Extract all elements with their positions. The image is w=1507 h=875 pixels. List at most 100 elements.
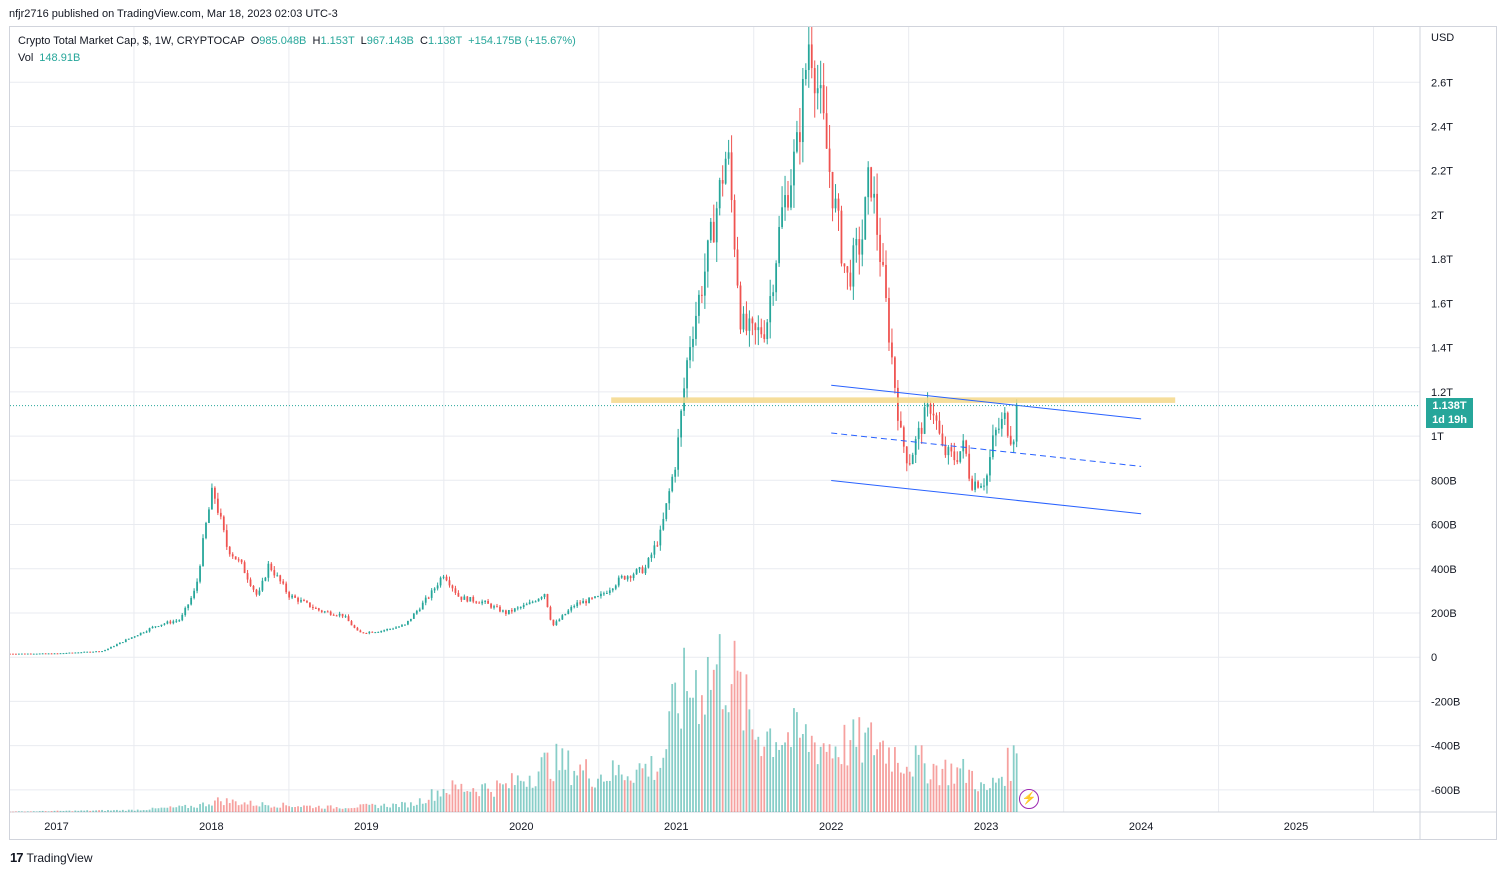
candle-body [828,148,831,172]
price-chart[interactable]: USD 2.6T 2.4T 2.2T 2T 1.8T 1.6T 1.4T 1.2T 1T 800B 6… [10,27,1496,839]
price-axis-label: 600B [1431,520,1457,532]
volume-bar [698,724,700,812]
price-axis-label: 2.6T [1431,77,1453,89]
time-axis-label: 2025 [1284,821,1308,833]
volume-bar [15,811,17,812]
candle-body [59,653,62,655]
volume-bar [959,768,962,812]
low-key: L [360,35,367,47]
close-key: C [420,35,428,47]
low-value: 967.143B [366,35,414,47]
candle-body [567,610,570,614]
volume-bar [214,800,216,812]
volume-bar [95,810,98,812]
volume-bar [944,759,947,812]
candle-body [118,642,121,645]
candle-body [32,653,35,655]
volume-bar [902,773,905,812]
volume-bar [267,805,270,812]
candle-body [971,478,974,490]
bar-countdown: 1d 19h [1432,414,1467,426]
candle-body [552,619,555,626]
candle-body [668,491,671,504]
candle-body [401,625,403,627]
candle-body [279,575,282,582]
candle-body [466,596,469,602]
price-axis-label: 1.2T [1431,387,1453,399]
candle-body [478,602,481,604]
volume-bar [597,778,599,812]
candle-body [742,313,745,330]
volume-bar [662,757,665,812]
volume-bar [65,810,68,812]
candle-body [537,598,540,602]
candle-body [231,554,234,557]
volume-bar [38,811,41,812]
volume-bar [169,806,172,812]
volume-bar [326,805,329,812]
volume-bar [956,767,959,812]
volume-bar [1012,745,1015,812]
volume-bar [445,792,448,812]
candle-body [163,623,166,625]
volume-bar [225,798,228,812]
volume-bar [611,760,614,812]
volume-bar [668,711,671,812]
volume-bar [653,779,656,812]
volume-bar [801,734,804,812]
volume-bar [457,789,460,812]
volume-bar [549,778,552,812]
volume-bar [721,709,724,812]
candle-body [760,327,763,335]
candle-body [222,516,225,531]
candle-body [86,651,89,653]
volume-bar [273,806,276,812]
candle-body [193,590,196,598]
volume-bar [888,747,890,812]
candle-body [421,602,424,610]
volume-bar [294,807,296,812]
candle-body [546,594,549,608]
candle-body [813,68,816,94]
time-axis-label: 2018 [199,821,223,833]
candle-body [867,167,870,198]
candle-body [261,580,264,591]
candle-body [436,585,439,589]
volume-key[interactable]: Vol [18,52,34,64]
candle-body [409,618,412,621]
candle-body [383,630,386,632]
candle-body [74,652,77,654]
lightning-icon[interactable]: ⚡ [1019,789,1039,809]
volume-bar [317,805,320,812]
candle-body [769,296,772,323]
volume-bar [585,759,587,812]
volume-bar [894,747,896,812]
volume-bar [879,742,881,812]
volume-bar [537,771,540,812]
candle-body [502,610,504,612]
volume-bar [724,705,727,812]
publisher-caption: nfjr2716 published on TradingView.com, M… [9,8,338,20]
candle-body [709,221,712,241]
volume-bar [401,801,403,812]
volume-bar [760,756,763,812]
candle-body [873,193,876,198]
volume-bar [558,770,561,812]
volume-bar [843,724,846,812]
tradingview-brand[interactable]: 17 TradingView [10,850,93,865]
time-axis-label: 2023 [974,821,998,833]
candle-body [695,315,697,339]
candle-body [647,557,650,568]
candle-body [834,198,837,209]
volume-bar [962,758,965,812]
symbol-name[interactable]: Crypto Total Market Cap, $, 1W, CRYPTOCA… [18,35,245,47]
candle-body [635,569,638,575]
candle-body [317,608,320,611]
candle-body [905,446,908,464]
candle-body [712,221,715,243]
volume-bar [989,788,991,812]
candle-body [311,606,314,608]
candle-body [882,261,884,265]
candle-body [614,585,617,589]
candle-body [246,573,249,580]
